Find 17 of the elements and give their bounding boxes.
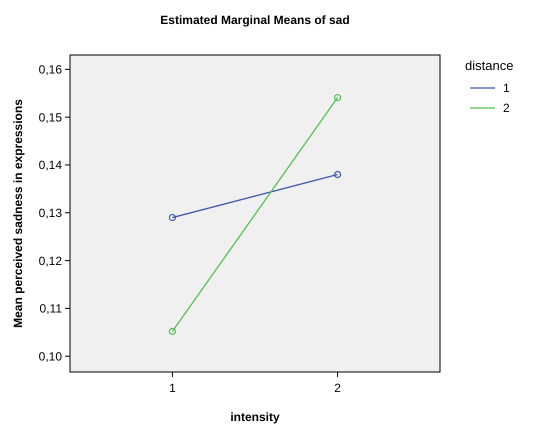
point [334,94,342,102]
y-tick-label: 0,14 [38,158,62,172]
chart-title: Estimated Marginal Means of sad [160,13,350,27]
y-tick-label: 0,13 [38,206,62,220]
point [334,170,342,178]
y-tick-label: 0,10 [38,349,62,364]
legend-label: 2 [503,101,510,116]
legend-title: distance [465,58,514,73]
y-tick-label: 0,11 [40,302,62,316]
point [168,328,176,335]
x-axis-title: intensity [230,410,280,424]
y-tick-label: 0,12 [38,254,62,268]
legend-label: 1 [503,81,510,96]
point [168,214,176,222]
y-tick-label: 0,16 [38,62,62,77]
y-tick-label: 0,15 [38,110,62,124]
y-axis-title: Mean perceived sadness in expressions [11,98,25,328]
